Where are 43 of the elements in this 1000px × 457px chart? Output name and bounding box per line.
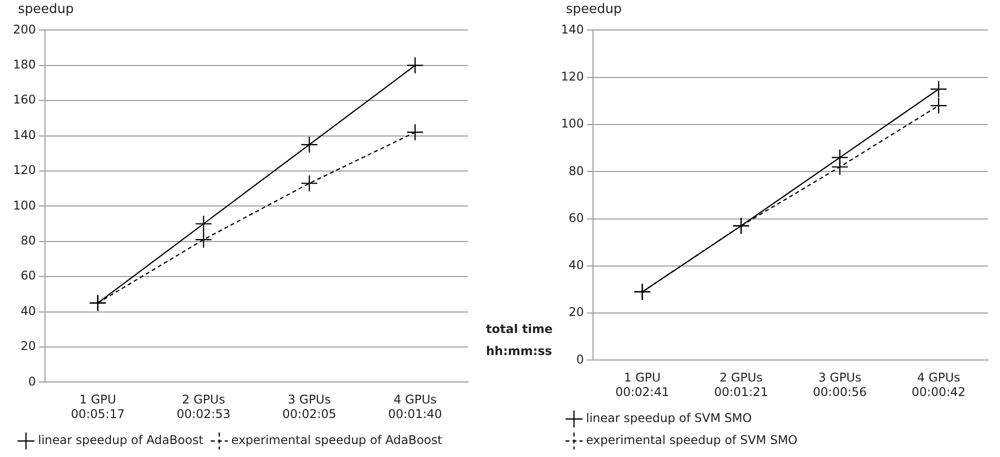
x-tick-label: 2 GPUs 00:01:21 [714,370,768,399]
legend-label: linear speedup of SVM SMO [586,411,752,426]
y-tick-label: 120 [13,163,36,178]
x-tick-label: 4 GPUs 00:00:42 [912,370,966,399]
y-tick-label: 80 [20,234,36,248]
y-tick-label: 80 [568,164,584,178]
y-tick-label: 40 [568,258,584,272]
point [300,136,318,154]
x-tick-label: 1 GPU 00:05:17 [70,392,125,421]
y-axis-title: speedup [566,2,622,17]
y-tick-label: 60 [20,268,36,283]
x-tick-label: 2 GPUs 00:02:53 [176,392,231,421]
point [930,80,948,98]
y-tick-label: 60 [568,210,584,225]
y-tick-label: 20 [568,305,584,320]
y-tick-label: 180 [13,58,36,72]
legend-label: linear speedup of AdaBoost [38,433,204,448]
point [831,148,848,166]
point [930,97,948,114]
point [194,215,212,232]
y-tick-label: 160 [13,92,36,107]
legend-label: experimental speedup of AdaBoost [231,433,442,448]
y-axis-title: speedup [18,2,74,17]
x-tick-label: 4 GPUs 00:01:40 [388,392,442,421]
point [194,231,212,248]
y-tick-label: 0 [28,374,36,388]
x-tick-label: 3 GPUs 00:00:56 [812,370,867,399]
y-tick-label: 40 [20,304,36,318]
point [406,56,424,74]
y-tick-label: 120 [561,69,584,84]
y-tick-label: 20 [20,339,36,354]
x-tick-label: 3 GPUs 00:02:05 [282,392,336,421]
x-tick-label: 1 GPU 00:02:41 [615,370,670,399]
text: total time hh:mm:ss [486,321,553,360]
point [406,124,424,141]
y-tick-label: 140 [13,128,36,142]
y-tick-label: 140 [561,22,584,36]
point [300,174,318,192]
y-tick-label: 200 [13,22,36,36]
y-tick-label: 100 [13,198,36,212]
y-tick-label: 100 [561,116,584,131]
y-tick-label: 0 [576,352,584,366]
legend-label: experimental speedup of SVM SMO [586,433,798,448]
